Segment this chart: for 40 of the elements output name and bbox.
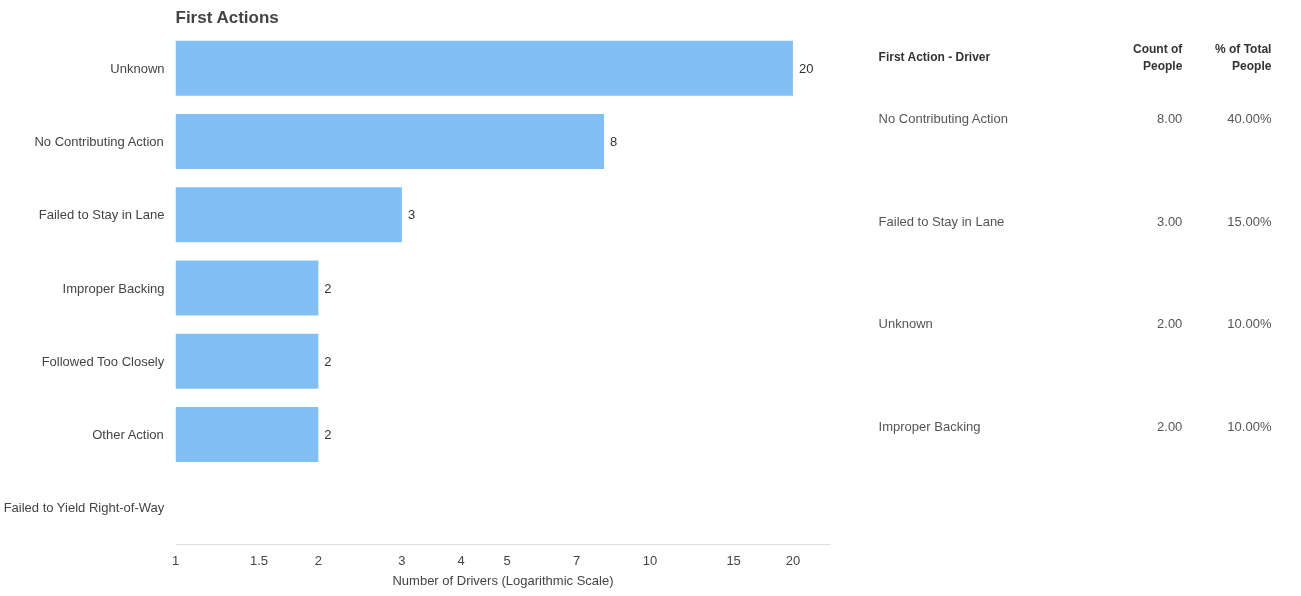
x-tick-label: 20 bbox=[785, 552, 801, 568]
text: 40.00% bbox=[1227, 111, 1272, 127]
x-tick-label: 15 bbox=[726, 552, 741, 568]
category-label: First Action - Driver bbox=[878, 50, 991, 65]
y-tick-label: Unknown bbox=[110, 60, 165, 76]
text: 2.00 bbox=[1157, 316, 1183, 332]
y-tick-label: No Contributing Action bbox=[34, 133, 164, 149]
category-label: Failed to Stay in Lane bbox=[878, 213, 1005, 229]
data-label: 2 bbox=[324, 427, 332, 443]
x-tick-label: 5 bbox=[503, 552, 511, 568]
text: 15.00% bbox=[1227, 213, 1272, 229]
category-label: Unknown bbox=[878, 316, 933, 332]
text: 8.00 bbox=[1157, 111, 1183, 127]
x-tick-label: 3 bbox=[398, 552, 406, 568]
text: 10.00% bbox=[1227, 316, 1272, 332]
y-tick-label: Failed to Stay in Lane bbox=[38, 207, 165, 223]
data-label: 8 bbox=[610, 133, 618, 149]
x-tick-label: 7 bbox=[572, 552, 581, 568]
data-label: 3 bbox=[407, 207, 416, 223]
y-tick-label: Followed Too Closely bbox=[41, 353, 165, 369]
text: 10.00% bbox=[1227, 419, 1272, 435]
text: 2.00 bbox=[1157, 419, 1183, 435]
chart-title: First Actions bbox=[175, 7, 279, 27]
category-label: Count of People bbox=[1133, 41, 1184, 73]
y-tick-label: Failed to Yield Right-of-Way bbox=[3, 500, 165, 516]
x-tick-label: 1.5 bbox=[250, 552, 269, 568]
x-tick-label: 2 bbox=[314, 552, 322, 568]
data-label: 2 bbox=[324, 280, 332, 296]
text: 3.00 bbox=[1157, 213, 1183, 229]
x-axis-title: Number of Drivers (Logarithmic Scale) bbox=[392, 572, 614, 588]
y-tick-label: Other Action bbox=[92, 427, 164, 443]
data-label: 20 bbox=[798, 60, 814, 76]
data-label: 2 bbox=[324, 353, 332, 369]
x-tick-label: 1 bbox=[171, 552, 180, 568]
category-label: Improper Backing bbox=[878, 419, 981, 435]
y-tick-label: Improper Backing bbox=[62, 280, 165, 296]
x-tick-label: 10 bbox=[642, 552, 658, 568]
category-label: No Contributing Action bbox=[878, 111, 1008, 127]
category-label: % of Total People bbox=[1215, 41, 1272, 73]
x-tick-label: 4 bbox=[457, 552, 465, 568]
